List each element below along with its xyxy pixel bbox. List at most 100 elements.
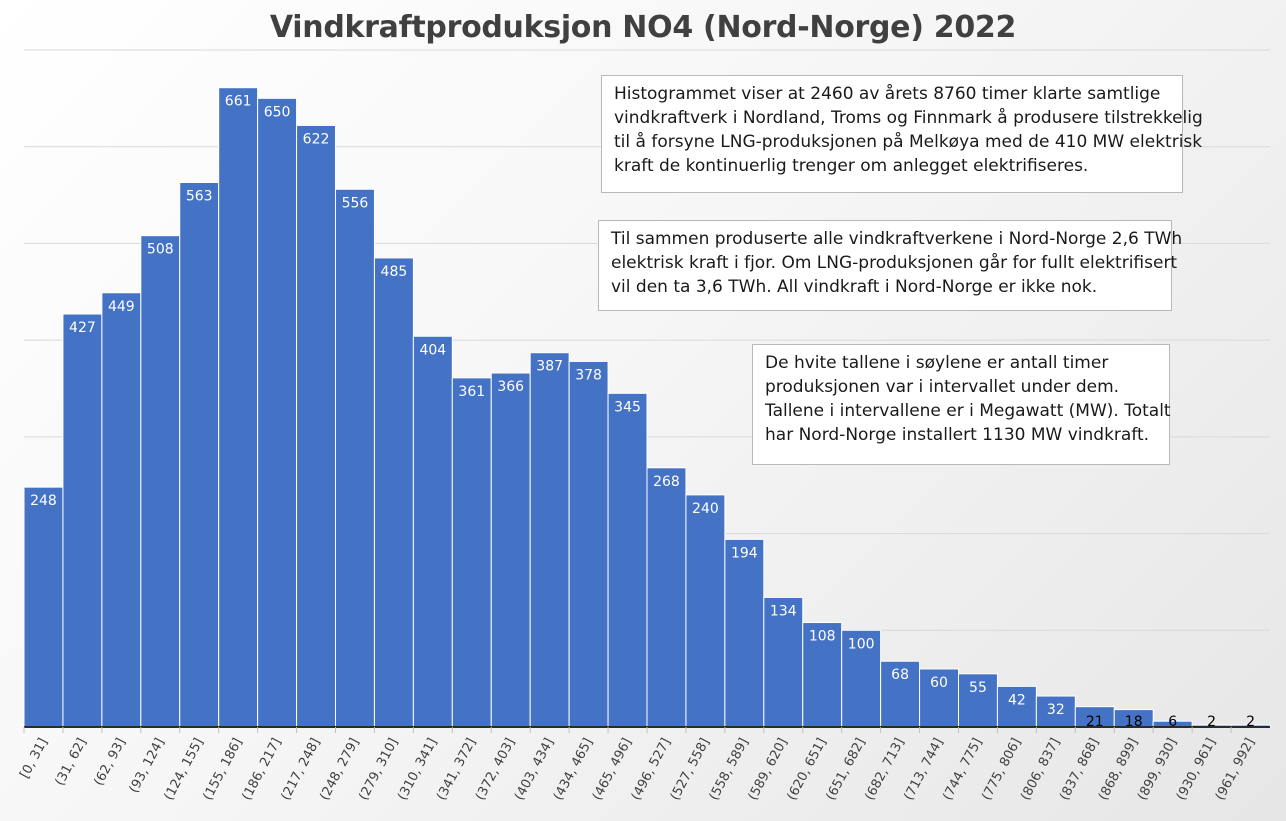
bar [218,87,259,728]
annotation-line: vindkraftverk i Nordland, Troms og Finnm… [614,108,1203,128]
data-label: 366 [497,379,524,395]
data-label: 485 [381,264,408,280]
data-label: 108 [809,629,836,645]
data-label: 361 [458,384,485,400]
x-tick-label: (31, 62] [53,736,90,789]
x-tick-label: (310, 341] [395,736,440,803]
x-tick-label: (558, 589] [707,736,752,803]
data-label: 563 [186,188,213,204]
data-label: 240 [692,501,719,517]
bar [412,335,453,728]
annotation-line: Tallene i intervallene er i Megawatt (MW… [765,401,1171,421]
x-tick-label: (837, 868] [1057,736,1102,803]
bar [490,372,531,728]
bar [529,352,570,728]
bar [568,360,609,728]
bar [451,377,492,728]
x-tick-label: (434, 465] [551,736,596,803]
annotation-line: Histogrammet viser at 2460 av årets 8760… [614,84,1161,104]
annotation-line: kraft de kontinuerlig trenger om anlegge… [614,156,1089,176]
x-tick-label: (806, 837] [1018,736,1063,803]
x-tick-label: (341, 372] [434,736,479,803]
x-tick-label: (155, 186] [200,736,245,803]
x-tick-label: (403, 434] [512,736,557,803]
annotation-box-total: Til sammen produserte alle vindkraftverk… [598,220,1183,311]
annotation-line: De hvite tallene i søylene er antall tim… [765,353,1109,373]
annotation-line: har Nord-Norge installert 1130 MW vindkr… [765,425,1150,445]
data-label: 100 [848,636,875,652]
bar [101,292,142,728]
data-label: 345 [614,399,641,415]
data-label: 268 [653,474,680,490]
bar [140,235,181,728]
x-tick-label: (186, 217] [239,736,284,803]
x-tick-label: (651, 682] [823,736,868,803]
data-label: 2 [1246,714,1255,730]
bar [763,596,804,728]
x-tick-label: (713, 744] [901,736,946,803]
x-tick-label: (248, 279] [317,736,362,803]
x-tick-label: (589, 620] [746,736,791,803]
x-tick-label: (930, 961] [1174,736,1219,803]
bar [62,313,103,728]
x-tick-label: (775, 806] [979,736,1024,803]
x-tick-label: (62, 93] [91,736,128,789]
data-label: 55 [969,680,987,696]
x-tick-label: (961, 992] [1213,736,1258,803]
bar [607,392,648,728]
x-tick-label: (682, 713] [862,736,907,803]
data-label: 661 [225,94,252,110]
data-label: 387 [536,359,563,375]
annotation-line: elektrisk kraft i fjor. Om LNG-produksjo… [611,253,1178,273]
annotation-line: til å forsyne LNG-produksjonen på Melkøy… [614,132,1203,152]
bar [257,97,298,728]
bar [179,181,220,728]
data-label: 42 [1008,692,1026,708]
data-label: 378 [575,367,602,383]
data-label: 449 [108,299,135,315]
annotation-line: vil den ta 3,6 TWh. All vindkraft i Nord… [611,277,1098,297]
data-label: 556 [342,195,369,211]
data-label: 650 [264,104,291,120]
data-label: 68 [891,667,909,683]
annotation-line: Til sammen produserte alle vindkraftverk… [611,229,1183,249]
data-label: 622 [303,131,330,147]
bar [335,188,375,728]
bar [296,124,336,728]
bars [23,87,1271,728]
x-tick-label: (868, 899] [1096,736,1141,803]
bar [880,660,921,728]
data-label: 194 [731,545,758,561]
data-label: 508 [147,242,174,258]
bar [23,486,64,728]
x-tick-label: (124, 155] [162,736,207,803]
annotation-line: produksjonen var i intervallet under dem… [765,377,1120,397]
x-tick-label: (465, 496] [590,736,635,803]
bar [373,257,414,728]
x-tick-label: (279, 310] [356,736,401,803]
data-label: 60 [930,675,948,691]
x-tick-label: (744, 775] [940,736,985,803]
x-tick-label: (93, 124] [127,736,168,796]
x-tick-label: (372, 403] [473,736,518,803]
x-tick-label: (899, 930] [1135,736,1180,803]
bar [685,494,726,728]
x-tick-labels: [0, 31] (31, 62] (62, 93](93, 124](124, 15… [17,727,1258,803]
x-tick-label: [0, 31] [17,736,51,781]
data-label: 134 [770,603,797,619]
chart-title: Vindkraftproduksjon NO4 (Nord-Norge) 202… [269,10,1017,45]
bar [802,622,843,728]
data-label: 6 [1168,714,1177,730]
data-label: 2 [1207,714,1216,730]
annotation-box-hours: Histogrammet viser at 2460 av årets 8760… [601,75,1203,193]
x-tick-label: (496, 527] [629,736,674,803]
bar [646,467,687,728]
x-tick-label: (527, 558] [668,736,713,803]
data-label: 32 [1047,702,1065,718]
bar [724,538,765,728]
data-label: 404 [419,342,446,358]
x-tick-label: (620, 651] [785,736,830,803]
data-label: 427 [69,320,96,336]
